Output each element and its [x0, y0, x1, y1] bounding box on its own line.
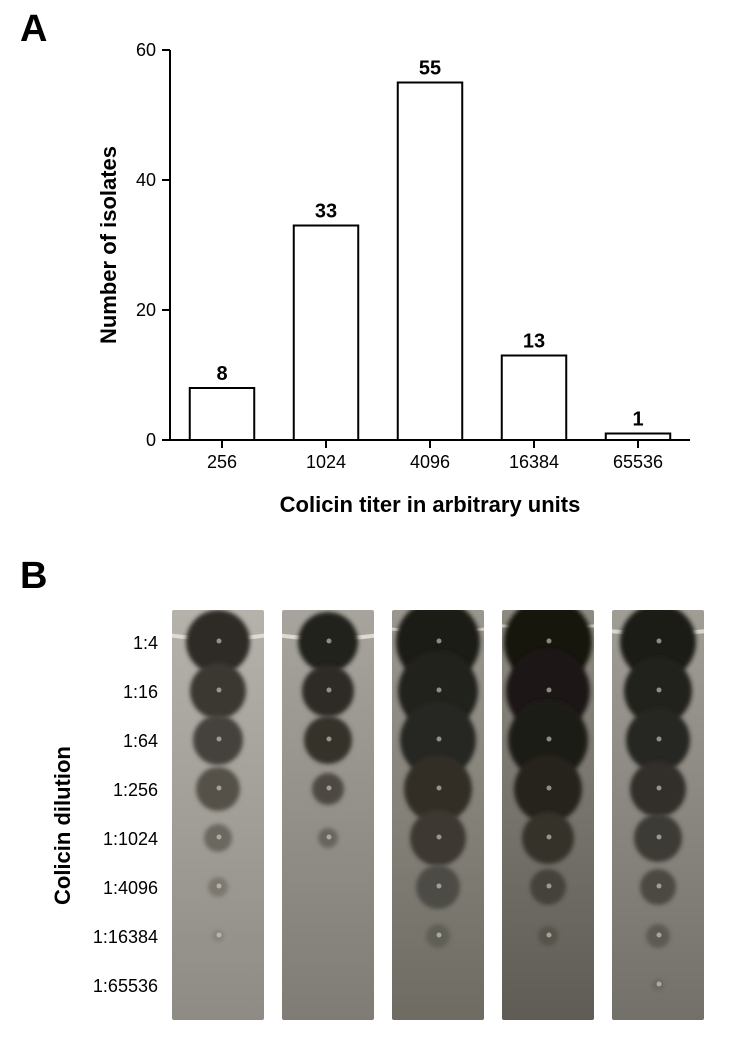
dilution-row-label: 1:256: [78, 780, 158, 801]
svg-text:20: 20: [136, 300, 156, 320]
svg-text:55: 55: [419, 58, 441, 80]
bar: [606, 434, 670, 441]
dilution-strip: [392, 610, 484, 1020]
panel-a-label: A: [20, 8, 47, 51]
svg-text:0: 0: [146, 430, 156, 450]
dilution-row-label: 1:16: [78, 682, 158, 703]
dilution-strip: [502, 610, 594, 1020]
dilution-strip: [172, 610, 264, 1020]
bar: [502, 356, 566, 441]
svg-text:40: 40: [136, 170, 156, 190]
dilution-row-label: 1:64: [78, 731, 158, 752]
dilution-row-label: 1:16384: [78, 927, 158, 948]
svg-text:16384: 16384: [509, 452, 559, 472]
svg-text:256: 256: [207, 452, 237, 472]
svg-text:4096: 4096: [410, 452, 450, 472]
dilution-image-panel: Colicin dilution 1:41:161:641:2561:10241…: [60, 610, 720, 1040]
svg-text:33: 33: [315, 201, 337, 223]
bar: [190, 388, 254, 440]
dilution-row-label: 1:65536: [78, 976, 158, 997]
dilution-row-label: 1:4: [78, 633, 158, 654]
svg-text:65536: 65536: [613, 452, 663, 472]
dilution-row-label: 1:4096: [78, 878, 158, 899]
bar: [398, 83, 462, 441]
dilution-strip: [612, 610, 704, 1020]
svg-text:60: 60: [136, 40, 156, 60]
svg-text:1: 1: [632, 409, 643, 431]
svg-text:Number of isolates: Number of isolates: [96, 146, 121, 344]
dilution-strip: [282, 610, 374, 1020]
bar-chart: 0 20 40 60 8 256 33 1024 55 4096 13 16384 1 65536 Coli…: [90, 20, 710, 530]
bar: [294, 226, 358, 441]
dilution-row-label: 1:1024: [78, 829, 158, 850]
svg-text:13: 13: [523, 331, 545, 353]
svg-text:Colicin titer in arbitrary uni: Colicin titer in arbitrary units: [280, 492, 581, 517]
panel-b-label: B: [20, 555, 47, 598]
svg-text:8: 8: [216, 363, 227, 385]
panel-b-ylabel: Colicin dilution: [50, 746, 76, 905]
svg-text:1024: 1024: [306, 452, 346, 472]
